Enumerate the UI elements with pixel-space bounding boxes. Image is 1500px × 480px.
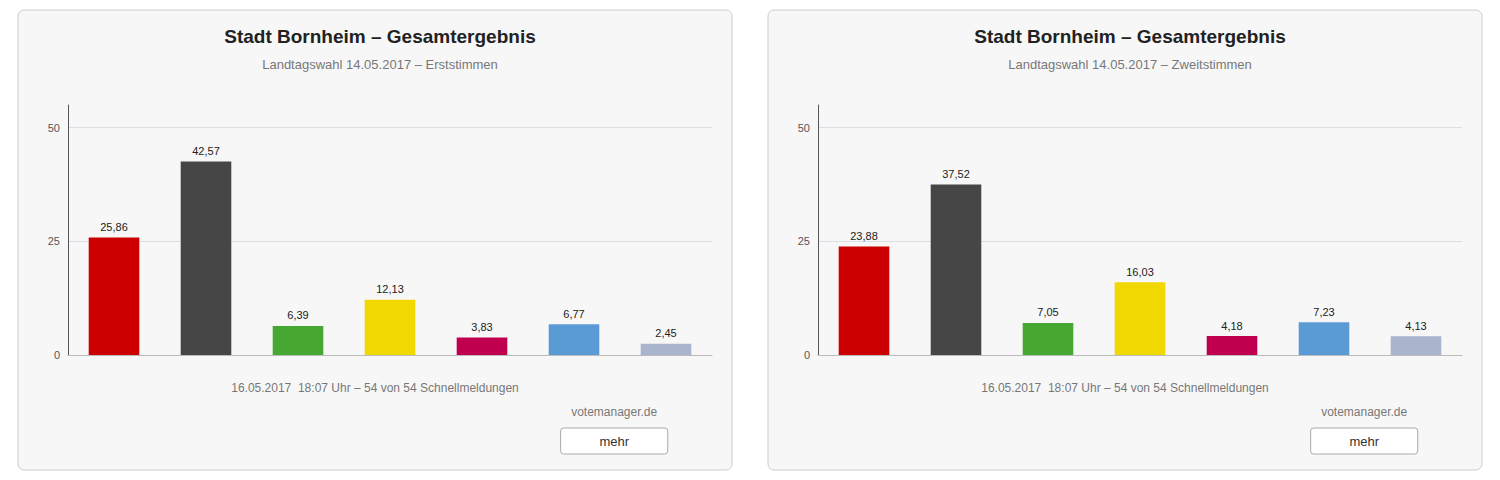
svg-text:16,03: 16,03 <box>1126 266 1154 278</box>
svg-text:37,52: 37,52 <box>942 168 970 180</box>
svg-text:0: 0 <box>54 349 60 361</box>
svg-text:mehr: mehr <box>1349 434 1379 449</box>
svg-text:42,57: 42,57 <box>192 145 220 157</box>
svg-text:25: 25 <box>48 235 60 247</box>
svg-text:23,88: 23,88 <box>850 230 878 242</box>
svg-text:Stadt Bornheim – Gesamtergebni: Stadt Bornheim – Gesamtergebnis <box>974 26 1285 47</box>
svg-text:Landtagswahl 14.05.2017 – Erst: Landtagswahl 14.05.2017 – Erststimmen <box>262 57 498 72</box>
svg-text:mehr: mehr <box>599 434 629 449</box>
svg-text:16.05.2017 18:07 Uhr – 54 von: 16.05.2017 18:07 Uhr – 54 von 54 Schnell… <box>231 381 519 395</box>
svg-text:50: 50 <box>48 122 60 134</box>
svg-text:25,86: 25,86 <box>100 221 128 233</box>
svg-text:6,39: 6,39 <box>287 309 308 321</box>
svg-text:16.05.2017 18:07 Uhr – 54 von: 16.05.2017 18:07 Uhr – 54 von 54 Schnell… <box>981 381 1269 395</box>
svg-text:Stadt Bornheim – Gesamtergebni: Stadt Bornheim – Gesamtergebnis <box>224 26 535 47</box>
svg-text:4,18: 4,18 <box>1221 320 1242 332</box>
svg-text:votemanager.de: votemanager.de <box>1321 405 1407 419</box>
svg-text:7,23: 7,23 <box>1313 306 1334 318</box>
svg-text:6,77: 6,77 <box>563 308 584 320</box>
svg-text:votemanager.de: votemanager.de <box>571 405 657 419</box>
svg-text:3,83: 3,83 <box>471 321 492 333</box>
svg-text:Landtagswahl 14.05.2017 – Zwei: Landtagswahl 14.05.2017 – Zweitstimmen <box>1008 57 1252 72</box>
svg-text:50: 50 <box>798 122 810 134</box>
svg-text:2,45: 2,45 <box>655 327 676 339</box>
svg-text:0: 0 <box>804 349 810 361</box>
svg-text:7,05: 7,05 <box>1037 306 1058 318</box>
svg-text:12,13: 12,13 <box>376 283 404 295</box>
svg-text:25: 25 <box>798 235 810 247</box>
svg-text:4,13: 4,13 <box>1405 320 1426 332</box>
